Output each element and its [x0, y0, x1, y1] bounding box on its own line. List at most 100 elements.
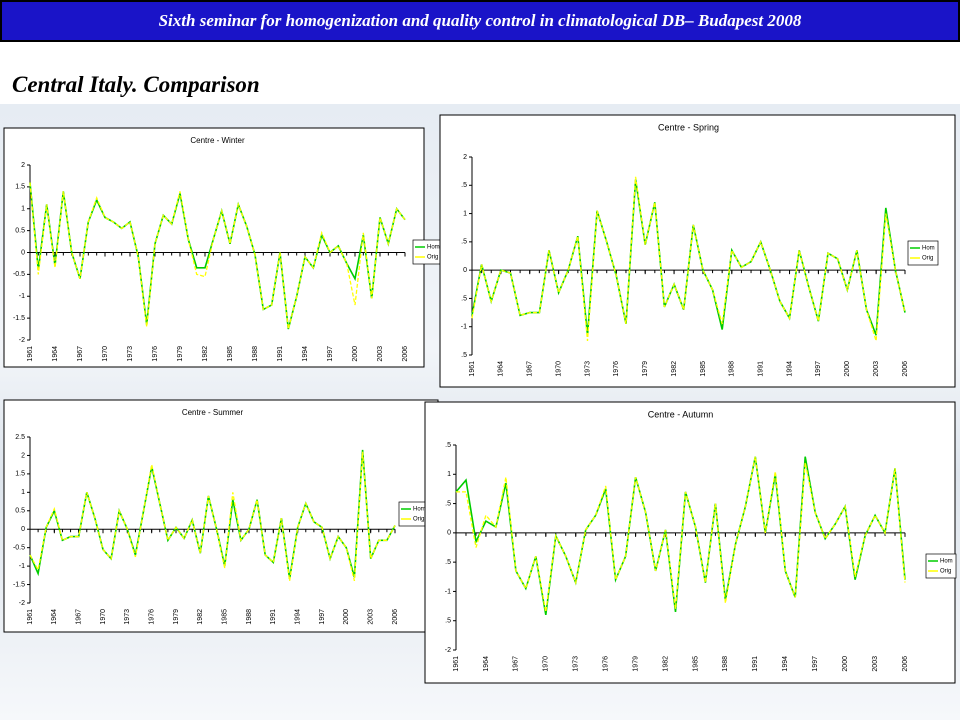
x-tick-label: 1976	[152, 346, 159, 362]
x-tick-label: 1973	[127, 346, 134, 362]
y-tick-label: -0.5	[13, 545, 25, 552]
header-bar: Sixth seminar for homogenization and qua…	[0, 0, 960, 42]
chart-frame	[424, 401, 956, 684]
x-tick-label: 2006	[392, 609, 399, 625]
chart-title: Centre - Autumn	[648, 409, 714, 419]
x-tick-label: 2006	[402, 346, 409, 362]
y-tick-label: -2	[19, 600, 25, 607]
y-tick-label: .5	[461, 239, 467, 246]
x-tick-label: 1988	[252, 346, 259, 362]
x-tick-label: 1970	[100, 609, 107, 625]
y-tick-label: 0.5	[15, 508, 25, 515]
x-tick-label: 1979	[173, 609, 180, 625]
y-tick-label: -1.5	[13, 581, 25, 588]
x-tick-label: 1982	[671, 361, 678, 377]
x-tick-label: 1961	[27, 346, 34, 362]
y-tick-label: 0	[21, 526, 25, 533]
y-tick-label: 0	[447, 530, 451, 537]
x-tick-label: 1985	[692, 656, 699, 672]
x-tick-label: 1976	[603, 656, 610, 672]
x-tick-label: 1973	[584, 361, 591, 377]
legend-label: Hom	[427, 245, 440, 251]
y-tick-label: 1	[447, 471, 451, 478]
x-tick-label: 1982	[197, 609, 204, 625]
x-tick-label: 1991	[752, 656, 759, 672]
y-tick-label: 2	[463, 154, 467, 161]
legend-box	[907, 240, 939, 266]
x-tick-label: 1961	[453, 656, 460, 672]
x-tick-label: 2000	[842, 656, 849, 672]
x-tick-label: 1961	[27, 609, 34, 625]
y-tick-label: 1.5	[15, 471, 25, 478]
y-tick-label: .5	[445, 500, 451, 507]
y-tick-label: -1.5	[13, 315, 25, 322]
x-tick-label: 2000	[352, 346, 359, 362]
x-tick-label: 1973	[573, 656, 580, 672]
chart-title: Centre - Winter	[190, 136, 245, 145]
x-tick-label: 1964	[52, 346, 59, 362]
x-tick-label: 1997	[815, 361, 822, 377]
x-tick-label: 1967	[513, 656, 520, 672]
x-tick-label: 1970	[555, 361, 562, 377]
chart-frame	[3, 127, 425, 368]
legend-label: Orig	[427, 255, 438, 261]
y-tick-label: -1	[445, 588, 451, 595]
legend-label: Hom	[413, 507, 426, 513]
y-tick-label: -1	[461, 324, 467, 331]
x-tick-label: 1997	[319, 609, 326, 625]
x-tick-label: 1967	[77, 346, 84, 362]
legend-label: Hom	[940, 559, 953, 565]
y-tick-label: .5	[445, 559, 451, 566]
y-tick-label: 2.5	[15, 434, 25, 441]
x-tick-label: 1961	[469, 361, 476, 377]
x-tick-label: 1991	[270, 609, 277, 625]
x-tick-label: 2006	[902, 656, 909, 672]
x-tick-label: 1988	[729, 361, 736, 377]
x-tick-label: 1991	[277, 346, 284, 362]
x-tick-label: 1979	[177, 346, 184, 362]
legend-label: Orig	[922, 256, 933, 262]
y-tick-label: -1	[19, 563, 25, 570]
y-tick-label: 2	[21, 452, 25, 459]
x-tick-label: 1994	[786, 361, 793, 377]
x-tick-label: 2003	[872, 656, 879, 672]
x-tick-label: 1988	[722, 656, 729, 672]
y-tick-label: .5	[445, 618, 451, 625]
x-tick-label: 1988	[246, 609, 253, 625]
chart-frame	[439, 114, 956, 388]
x-tick-label: 1967	[76, 609, 83, 625]
chart-frame	[3, 399, 439, 633]
series-line	[29, 182, 406, 330]
y-tick-label: .5	[445, 442, 451, 449]
x-tick-label: 2003	[377, 346, 384, 362]
x-tick-label: 1991	[758, 361, 765, 377]
x-tick-label: 2000	[343, 609, 350, 625]
y-tick-label: 1	[463, 210, 467, 217]
chart-title: Centre - Spring	[658, 122, 719, 132]
x-tick-label: 2003	[873, 361, 880, 377]
legend-box	[925, 553, 957, 579]
y-tick-label: 1	[21, 206, 25, 213]
x-tick-label: 1997	[812, 656, 819, 672]
y-tick-label: -2	[445, 647, 451, 654]
y-tick-label: .5	[461, 182, 467, 189]
legend-label: Hom	[922, 246, 935, 252]
y-tick-label: -1	[19, 293, 25, 300]
x-tick-label: 1973	[124, 609, 131, 625]
x-tick-label: 2006	[902, 361, 909, 377]
legend-label: Orig	[413, 517, 424, 523]
x-tick-label: 1994	[302, 346, 309, 362]
x-tick-label: 1967	[527, 361, 534, 377]
y-tick-label: -2	[19, 337, 25, 344]
x-tick-label: 2003	[368, 609, 375, 625]
series-line	[471, 176, 906, 342]
x-tick-label: 1976	[613, 361, 620, 377]
x-tick-label: 1979	[642, 361, 649, 377]
series-line	[29, 451, 396, 582]
x-tick-label: 1985	[222, 609, 229, 625]
legend-box	[398, 501, 430, 527]
x-tick-label: 1985	[700, 361, 707, 377]
y-tick-label: 0.5	[15, 227, 25, 234]
